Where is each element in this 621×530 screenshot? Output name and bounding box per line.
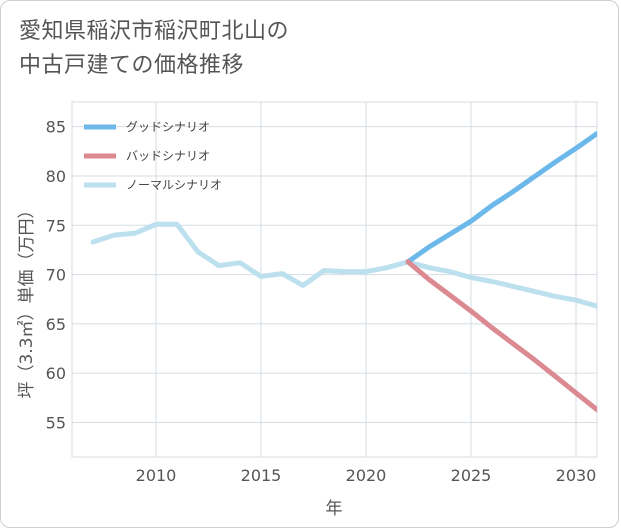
x-tick-label: 2015 <box>241 466 282 485</box>
x-tick-labels: 2010 2015 2020 2025 2030 <box>136 466 597 485</box>
y-tick-label: 80 <box>46 167 66 186</box>
series-layer <box>90 131 597 413</box>
x-tick-label: 2010 <box>136 466 177 485</box>
y-tick-labels: 55 60 65 70 75 80 85 <box>46 118 66 433</box>
legend-label: ノーマルシナリオ <box>126 178 222 192</box>
chart-title: 愛知県稲沢市稲沢町北山の 中古戸建ての価格推移 <box>19 15 289 83</box>
grid <box>71 101 598 458</box>
series-clip-group <box>90 131 597 413</box>
chart-title-line-2: 中古戸建ての価格推移 <box>19 53 245 78</box>
y-axis-title: 坪（3.3㎡）単価（万円） <box>17 201 37 398</box>
x-tick-label: 2025 <box>451 466 492 485</box>
y-tick-label: 65 <box>46 315 66 334</box>
y-tick-label: 75 <box>46 216 66 235</box>
y-tick-label: 85 <box>46 118 66 137</box>
series-line-2 <box>405 259 597 413</box>
series-line-3 <box>90 221 597 309</box>
legend-label: バッドシナリオ <box>126 149 210 163</box>
plot-frame <box>71 101 598 458</box>
y-tick-label: 55 <box>46 413 66 432</box>
y-tick-label: 70 <box>46 266 66 285</box>
chart-title-line-1: 愛知県稲沢市稲沢町北山の <box>19 19 290 44</box>
x-tick-label: 2030 <box>556 466 597 485</box>
x-axis-title: 年 <box>326 499 343 519</box>
y-tick-label: 60 <box>46 364 66 383</box>
legend-label: グッドシナリオ <box>126 120 210 134</box>
series-line-1 <box>405 131 597 265</box>
x-tick-label: 2020 <box>346 466 387 485</box>
